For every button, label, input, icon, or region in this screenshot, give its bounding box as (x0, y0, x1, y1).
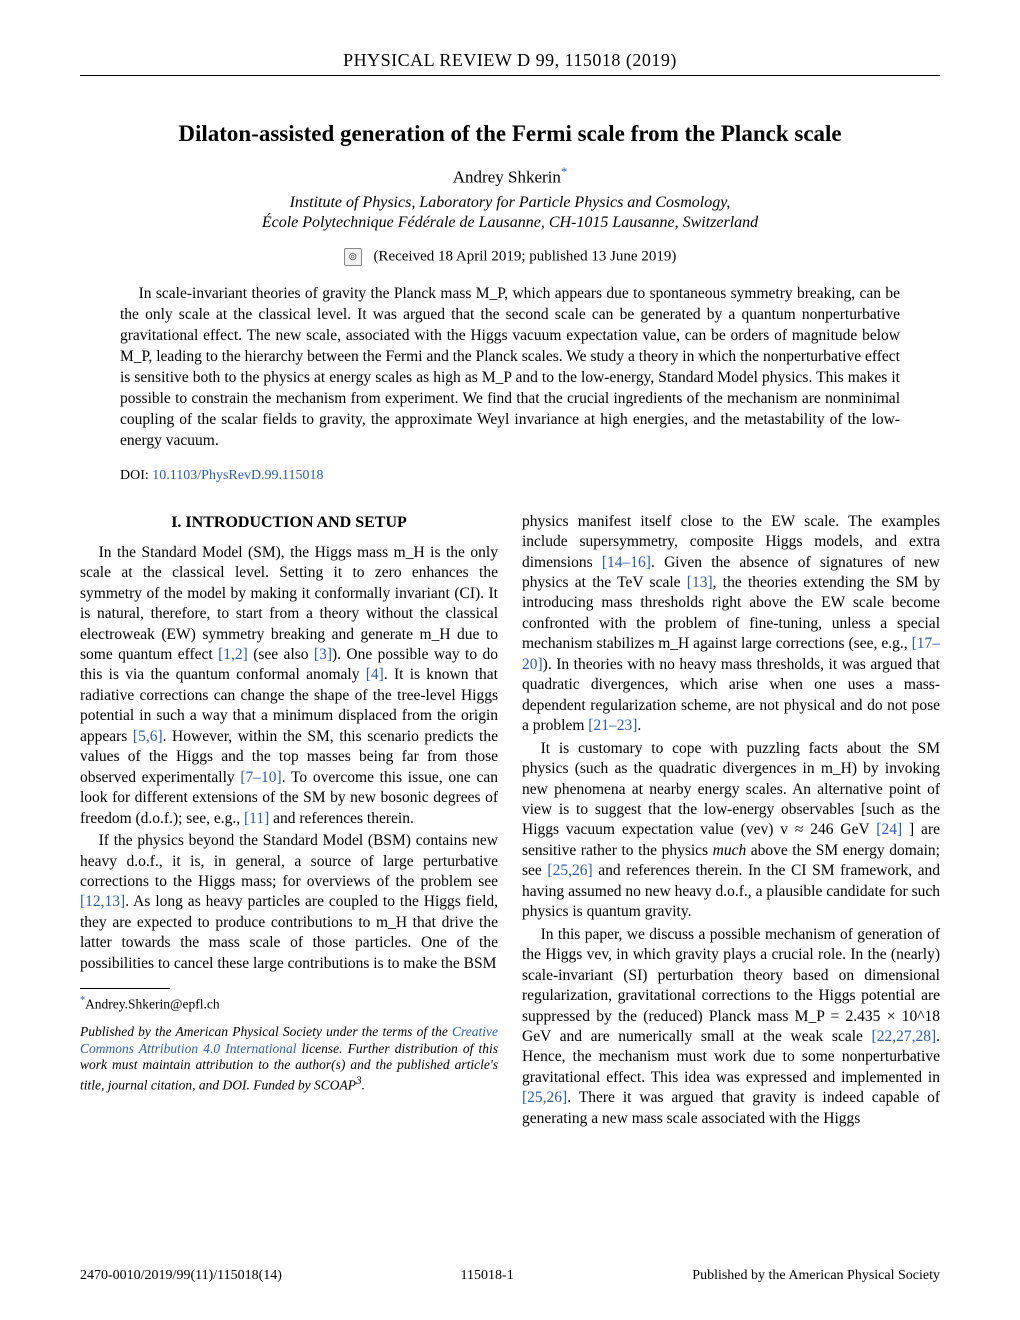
citation-link[interactable]: [13] (687, 574, 713, 591)
affiliation-line1: Institute of Physics, Laboratory for Par… (290, 194, 731, 211)
journal-header: PHYSICAL REVIEW D 99, 115018 (2019) (80, 50, 940, 71)
citation-link[interactable]: [25,26] (522, 1089, 567, 1106)
doi-line: DOI: 10.1103/PhysRevD.99.115018 (120, 468, 900, 484)
page: PHYSICAL REVIEW D 99, 115018 (2019) Dila… (0, 0, 1020, 1320)
open-access-icon: ⊚ (344, 248, 362, 266)
doi-label: DOI: (120, 468, 149, 483)
affiliation-line2: École Polytechnique Fédérale de Lausanne… (262, 214, 758, 231)
abstract: In scale-invariant theories of gravity t… (120, 284, 900, 451)
citation-link[interactable]: [7–10] (240, 769, 281, 786)
footer-center: 115018-1 (461, 1268, 514, 1284)
paragraph: In this paper, we discuss a possible mec… (522, 925, 940, 1130)
citation-link[interactable]: [12,13] (80, 893, 125, 910)
received-text: (Received 18 April 2019; published 13 Ju… (373, 249, 676, 265)
text-run: If the physics beyond the Standard Model… (80, 832, 498, 890)
citation-link[interactable]: [11] (244, 810, 269, 827)
citation-link[interactable]: [3] (314, 646, 332, 663)
author-name: Andrey Shkerin (453, 168, 561, 187)
paragraph: In the Standard Model (SM), the Higgs ma… (80, 543, 498, 829)
corresponding-author-footnote: *Andrey.Shkerin@epfl.ch (80, 995, 498, 1013)
text-run: . There it was argued that gravity is in… (522, 1089, 940, 1126)
citation-link[interactable]: [25,26] (547, 862, 592, 879)
paragraph: It is customary to cope with puzzling fa… (522, 739, 940, 923)
text-run: . (637, 717, 641, 734)
text-run: and references therein. (269, 810, 414, 827)
license-footnote: Published by the American Physical Socie… (80, 1024, 498, 1095)
footnote-rule (80, 988, 170, 989)
footer-left: 2470-0010/2019/99(11)/115018(14) (80, 1268, 282, 1284)
text-run: (see also (248, 646, 314, 663)
footer-right: Published by the American Physical Socie… (692, 1268, 940, 1284)
paragraph: If the physics beyond the Standard Model… (80, 831, 498, 974)
text-run: . (362, 1078, 365, 1093)
page-footer: 2470-0010/2019/99(11)/115018(14) 115018-… (80, 1268, 940, 1284)
citation-link[interactable]: [22,27,28] (872, 1028, 937, 1045)
header-rule (80, 75, 940, 76)
doi-link[interactable]: 10.1103/PhysRevD.99.115018 (152, 468, 323, 483)
emphasis: much (713, 842, 747, 859)
section-heading: I. INTRODUCTION AND SETUP (80, 512, 498, 533)
right-column: physics manifest itself close to the EW … (522, 512, 940, 1132)
author-line: Andrey Shkerin* (80, 165, 940, 188)
citation-link[interactable]: [21–23] (588, 717, 637, 734)
author-affiliation-marker[interactable]: * (561, 165, 567, 179)
citation-link[interactable]: [1,2] (218, 646, 248, 663)
article-title: Dilaton-assisted generation of the Fermi… (80, 121, 940, 147)
left-column: I. INTRODUCTION AND SETUP In the Standar… (80, 512, 498, 1132)
paragraph: physics manifest itself close to the EW … (522, 512, 940, 737)
citation-link[interactable]: [4] (366, 666, 384, 683)
citation-link[interactable]: [24] (876, 821, 902, 838)
text-run: . As long as heavy particles are coupled… (80, 893, 498, 971)
text-run: Published by the American Physical Socie… (80, 1024, 452, 1039)
text-run: ). In theories with no heavy mass thresh… (522, 656, 940, 734)
citation-link[interactable]: [14–16] (602, 554, 651, 571)
received-line: ⊚ (Received 18 April 2019; published 13 … (80, 248, 940, 266)
citation-link[interactable]: [5,6] (133, 728, 163, 745)
body-columns: I. INTRODUCTION AND SETUP In the Standar… (80, 512, 940, 1132)
affiliation: Institute of Physics, Laboratory for Par… (80, 193, 940, 235)
author-email: Andrey.Shkerin@epfl.ch (85, 997, 220, 1012)
